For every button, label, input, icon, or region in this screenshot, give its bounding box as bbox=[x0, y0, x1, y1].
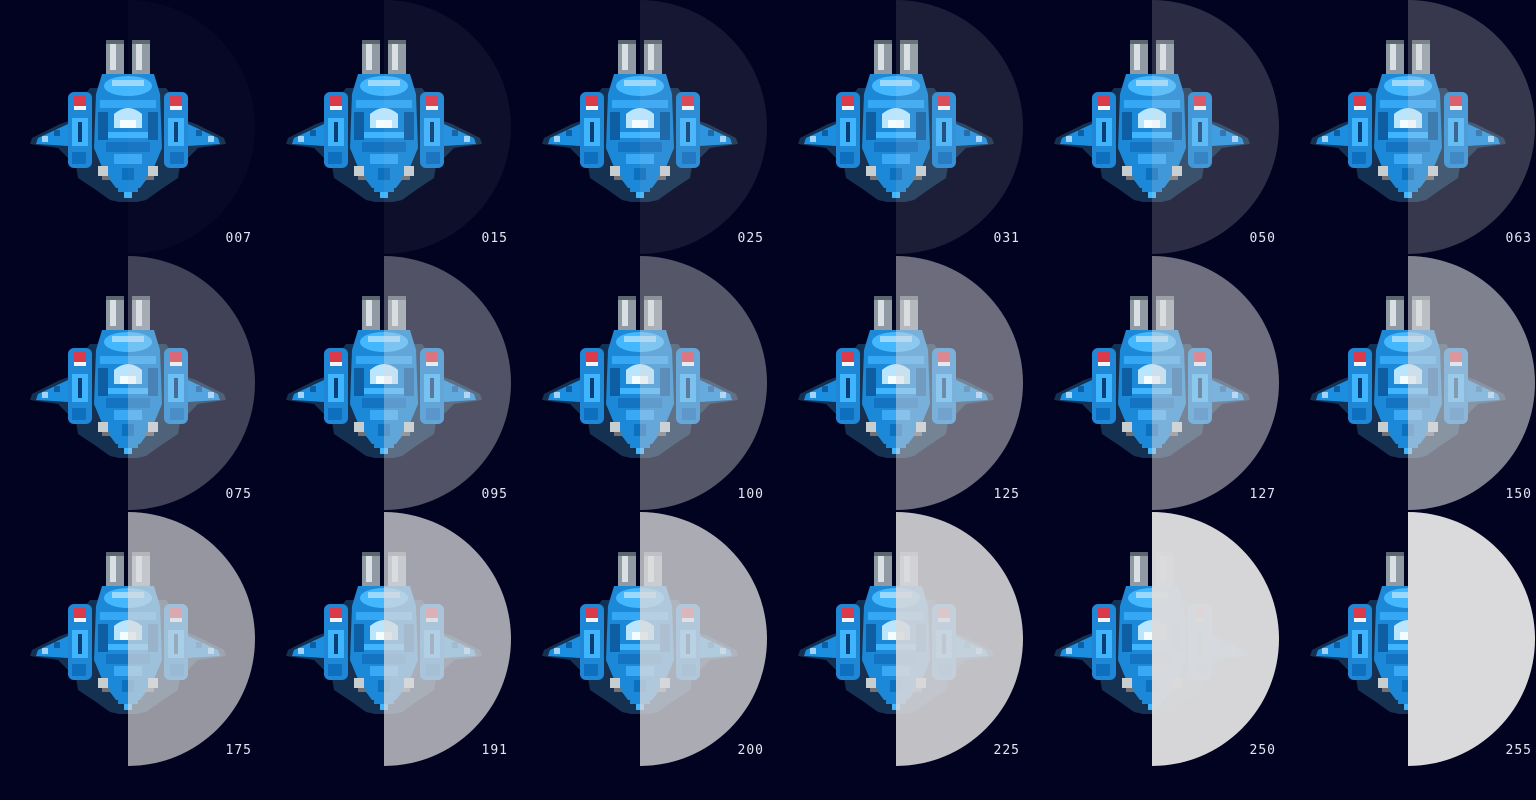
alpha-label: 007 bbox=[225, 231, 252, 246]
alpha-overlay-half-disc bbox=[384, 0, 511, 254]
frame-cell: 127 bbox=[1024, 256, 1280, 512]
alpha-overlay-half-disc bbox=[896, 256, 1023, 510]
alpha-label: 050 bbox=[1249, 231, 1276, 246]
frame-cell: 255 bbox=[1280, 512, 1536, 768]
alpha-label: 150 bbox=[1505, 487, 1532, 502]
alpha-overlay-half-disc bbox=[1152, 512, 1279, 766]
alpha-overlay-half-disc bbox=[1152, 0, 1279, 254]
alpha-overlay-half-disc bbox=[384, 512, 511, 766]
alpha-overlay-half-disc bbox=[896, 0, 1023, 254]
alpha-label: 255 bbox=[1505, 743, 1532, 758]
alpha-label: 025 bbox=[737, 231, 764, 246]
bottom-strip bbox=[0, 768, 1536, 800]
alpha-overlay-half-disc bbox=[640, 256, 767, 510]
alpha-overlay-half-disc bbox=[1152, 256, 1279, 510]
frame-cell: 025 bbox=[512, 0, 768, 256]
sprite-sheet: 007 015 025 031 050 063 075 095 100 125 127 150 175 1… bbox=[0, 0, 1536, 768]
alpha-overlay-half-disc bbox=[384, 256, 511, 510]
alpha-label: 200 bbox=[737, 743, 764, 758]
alpha-label: 063 bbox=[1505, 231, 1532, 246]
alpha-label: 031 bbox=[993, 231, 1020, 246]
alpha-overlay-half-disc bbox=[128, 512, 255, 766]
frame-cell: 015 bbox=[256, 0, 512, 256]
frame-cell: 225 bbox=[768, 512, 1024, 768]
frame-cell: 007 bbox=[0, 0, 256, 256]
alpha-label: 095 bbox=[481, 487, 508, 502]
frame-cell: 050 bbox=[1024, 0, 1280, 256]
frame-cell: 063 bbox=[1280, 0, 1536, 256]
frame-cell: 100 bbox=[512, 256, 768, 512]
alpha-label: 125 bbox=[993, 487, 1020, 502]
alpha-label: 015 bbox=[481, 231, 508, 246]
alpha-label: 250 bbox=[1249, 743, 1276, 758]
alpha-label: 225 bbox=[993, 743, 1020, 758]
alpha-overlay-half-disc bbox=[1408, 256, 1535, 510]
frame-cell: 250 bbox=[1024, 512, 1280, 768]
frame-cell: 150 bbox=[1280, 256, 1536, 512]
frame-cell: 191 bbox=[256, 512, 512, 768]
alpha-label: 191 bbox=[481, 743, 508, 758]
frame-cell: 125 bbox=[768, 256, 1024, 512]
alpha-overlay-half-disc bbox=[640, 0, 767, 254]
alpha-overlay-half-disc bbox=[1408, 0, 1535, 254]
alpha-label: 175 bbox=[225, 743, 252, 758]
alpha-overlay-half-disc bbox=[128, 256, 255, 510]
alpha-label: 127 bbox=[1249, 487, 1276, 502]
frame-cell: 175 bbox=[0, 512, 256, 768]
alpha-overlay-half-disc bbox=[128, 0, 255, 254]
alpha-overlay-half-disc bbox=[896, 512, 1023, 766]
alpha-overlay-half-disc bbox=[640, 512, 767, 766]
frame-cell: 075 bbox=[0, 256, 256, 512]
alpha-label: 100 bbox=[737, 487, 764, 502]
alpha-overlay-half-disc bbox=[1408, 512, 1535, 766]
frame-cell: 031 bbox=[768, 0, 1024, 256]
alpha-label: 075 bbox=[225, 487, 252, 502]
frame-cell: 095 bbox=[256, 256, 512, 512]
frame-cell: 200 bbox=[512, 512, 768, 768]
